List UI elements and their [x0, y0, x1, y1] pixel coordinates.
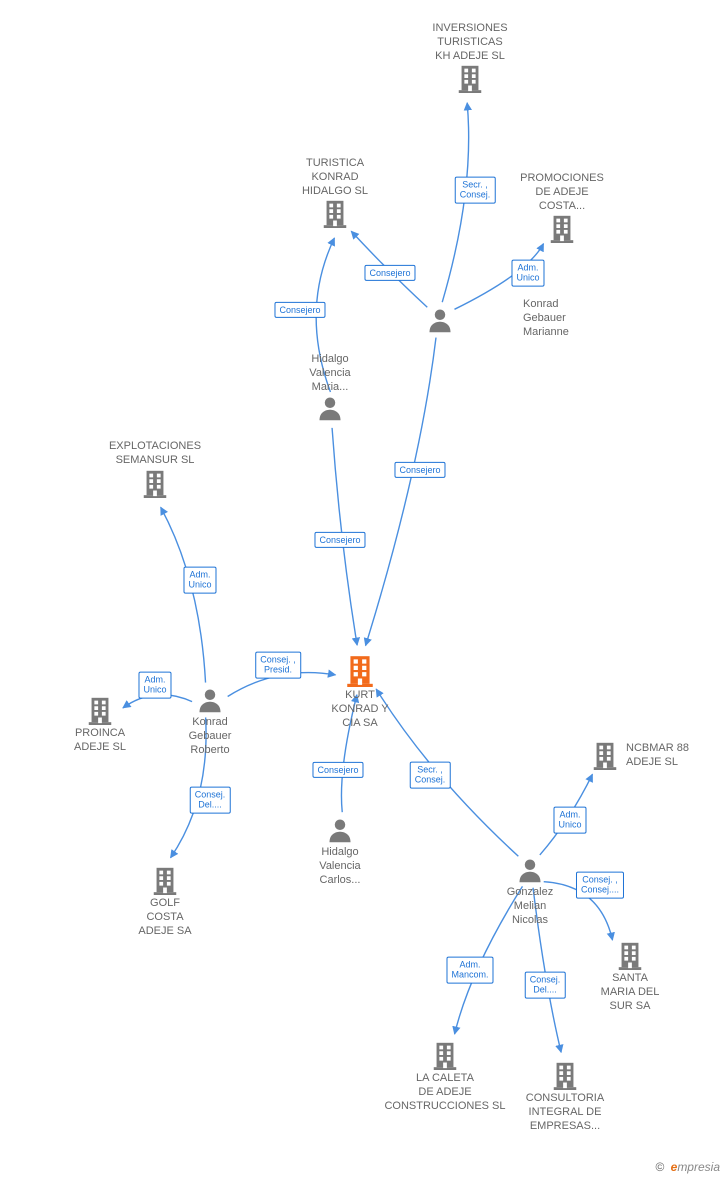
edge-konrad_r-expl_sem [161, 507, 206, 682]
building-icon [150, 865, 180, 895]
node-hidalgo_m[interactable]: Hidalgo Valencia Maria... [260, 353, 400, 424]
diagram-canvas: KURT KONRAD Y CIA SA INVERSIONES TURISTIC… [0, 0, 728, 1180]
building-icon [550, 1060, 580, 1090]
node-central[interactable]: KURT KONRAD Y CIA SA [290, 653, 430, 730]
edge-label: Adm. Mancom. [446, 957, 493, 984]
building-icon [455, 63, 485, 93]
person-icon [326, 816, 354, 844]
node-label: SANTA MARIA DEL SUR SA [560, 972, 700, 1013]
node-label: PROINCA ADEJE SL [30, 727, 170, 755]
edge-label: Consejero [314, 532, 365, 548]
node-label: GOLF COSTA ADEJE SA [95, 897, 235, 938]
node-santamaria[interactable]: SANTA MARIA DEL SUR SA [560, 940, 700, 1013]
edge-label: Consejero [312, 762, 363, 778]
building-icon [343, 653, 377, 687]
building-icon [590, 740, 620, 770]
person-icon [196, 686, 224, 714]
building-icon [320, 198, 350, 228]
node-consultoria[interactable]: CONSULTORIA INTEGRAL DE EMPRESAS... [495, 1060, 635, 1133]
node-label: LA CALETA DE ADEJE CONSTRUCCIONES SL [375, 1072, 515, 1113]
edge-label: Consej. , Presid. [255, 652, 301, 679]
edge-label: Consejero [274, 302, 325, 318]
edge-label: Adm. Unico [511, 260, 544, 287]
edge-label: Adm. Unico [138, 672, 171, 699]
edge-label: Consej. Del.... [525, 972, 566, 999]
edge-label: Secr. , Consej. [410, 762, 451, 789]
node-ncbmar[interactable]: NCBMAR 88 ADEJE SL [535, 740, 675, 772]
edge-label: Consej. Del.... [190, 787, 231, 814]
edge-label: Consej. , Consej.... [576, 872, 624, 899]
footer-attribution: © empresia [655, 1160, 720, 1174]
person-icon [316, 394, 344, 422]
node-tur_kon[interactable]: TURISTICA KONRAD HIDALGO SL [265, 157, 405, 230]
node-label: KURT KONRAD Y CIA SA [290, 689, 430, 730]
node-label: NCBMAR 88 ADEJE SL [626, 742, 716, 770]
building-icon [547, 213, 577, 243]
building-icon [85, 695, 115, 725]
node-hidalgo_c[interactable]: Hidalgo Valencia Carlos... [270, 816, 410, 887]
node-label: INVERSIONES TURISTICAS KH ADEJE SL [400, 22, 540, 63]
node-proinca[interactable]: PROINCA ADEJE SL [30, 695, 170, 755]
node-golf[interactable]: GOLF COSTA ADEJE SA [95, 865, 235, 938]
copyright-symbol: © [655, 1160, 664, 1174]
edge-label: Consejero [394, 462, 445, 478]
edge-label: Adm. Unico [553, 807, 586, 834]
node-label: Hidalgo Valencia Carlos... [270, 846, 410, 887]
building-icon [140, 468, 170, 498]
node-konrad_m[interactable]: Konrad Gebauer Marianne [370, 298, 510, 336]
node-label: CONSULTORIA INTEGRAL DE EMPRESAS... [495, 1092, 635, 1133]
node-label: EXPLOTACIONES SEMANSUR SL [85, 440, 225, 468]
edge-label: Consejero [364, 265, 415, 281]
node-inv_tur[interactable]: INVERSIONES TURISTICAS KH ADEJE SL [400, 22, 540, 95]
person-icon [516, 856, 544, 884]
node-label: Konrad Gebauer Marianne [523, 298, 603, 339]
node-label: PROMOCIONES DE ADEJE COSTA... [492, 172, 632, 213]
brand-rest: mpresia [677, 1160, 720, 1174]
person-icon [426, 306, 454, 334]
node-prom_adeje[interactable]: PROMOCIONES DE ADEJE COSTA... [492, 172, 632, 245]
edge-label: Adm. Unico [183, 567, 216, 594]
node-lacaleta[interactable]: LA CALETA DE ADEJE CONSTRUCCIONES SL [375, 1040, 515, 1113]
node-expl_sem[interactable]: EXPLOTACIONES SEMANSUR SL [85, 440, 225, 500]
node-label: TURISTICA KONRAD HIDALGO SL [265, 157, 405, 198]
building-icon [615, 940, 645, 970]
building-icon [430, 1040, 460, 1070]
node-label: Hidalgo Valencia Maria... [260, 353, 400, 394]
edge-label: Secr. , Consej. [455, 177, 496, 204]
